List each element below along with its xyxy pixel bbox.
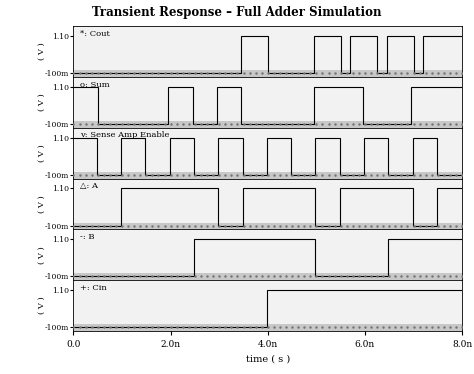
X-axis label: time ( s ): time ( s ): [246, 355, 290, 364]
Bar: [73, 223, 462, 229]
Y-axis label: ( V ): ( V ): [38, 144, 46, 162]
Text: Transient Response – Full Adder Simulation: Transient Response – Full Adder Simulati…: [92, 6, 382, 19]
Bar: [73, 324, 462, 331]
Text: *: Cout: *: Cout: [81, 30, 110, 38]
Bar: [73, 70, 462, 77]
Text: △: A: △: A: [81, 182, 99, 190]
Y-axis label: ( V ): ( V ): [38, 297, 46, 315]
Text: -: B: -: B: [81, 233, 95, 241]
Bar: [73, 172, 462, 178]
Text: v: Sense Amp Enable: v: Sense Amp Enable: [81, 131, 170, 140]
Bar: [73, 121, 462, 128]
Y-axis label: ( V ): ( V ): [38, 43, 46, 61]
Y-axis label: ( V ): ( V ): [38, 94, 46, 111]
Y-axis label: ( V ): ( V ): [38, 195, 46, 213]
Text: +: Cin: +: Cin: [81, 284, 107, 292]
Text: o: Sum: o: Sum: [81, 80, 110, 89]
Y-axis label: ( V ): ( V ): [38, 246, 46, 264]
Bar: [73, 273, 462, 280]
